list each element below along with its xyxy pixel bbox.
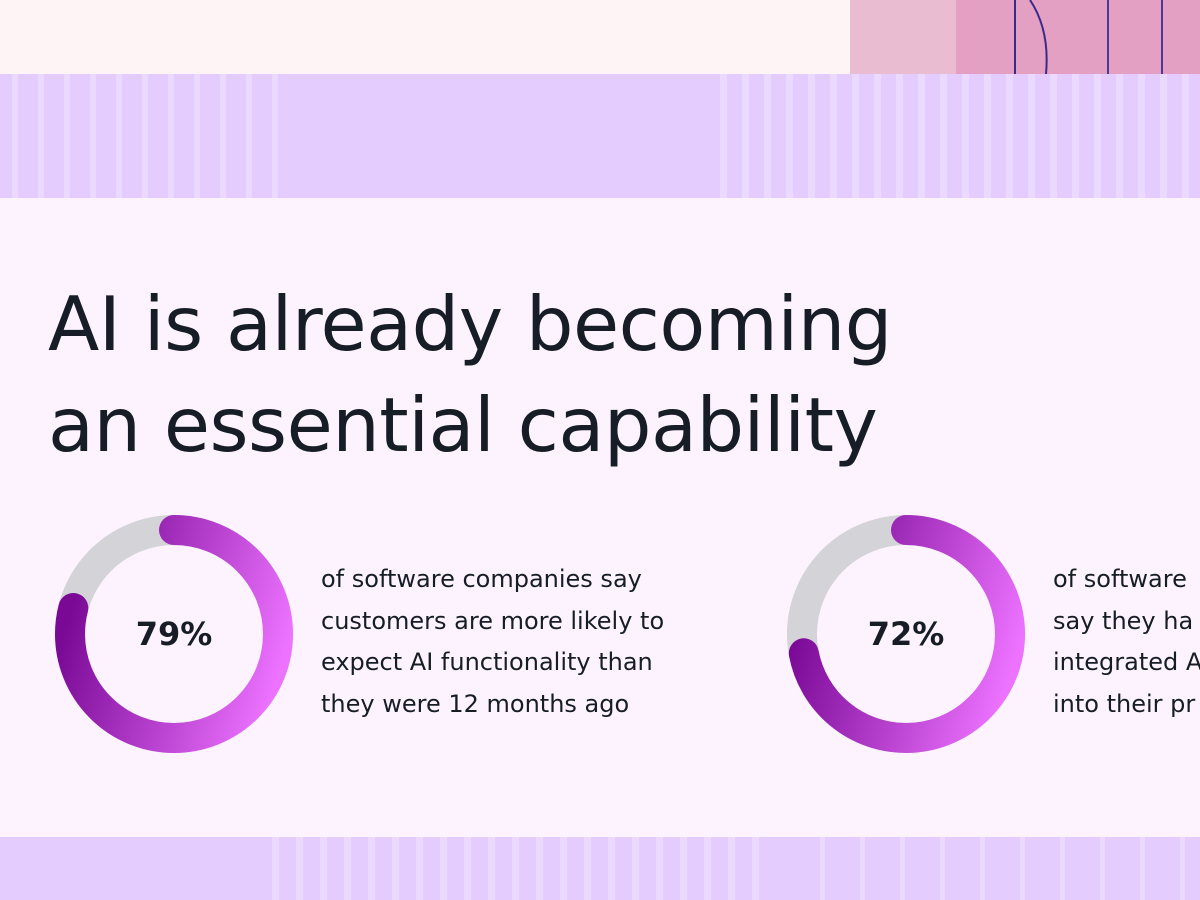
- stripe: [900, 837, 905, 900]
- stripe: [1140, 837, 1145, 900]
- stripe: [1020, 837, 1025, 900]
- stat-card-1: 79% of software companies say customers …: [54, 514, 734, 754]
- hero-image: [850, 0, 1200, 74]
- stripe: [416, 837, 423, 900]
- stat-description-1-line-3: expect AI functionality than: [321, 648, 653, 676]
- donut-arc-2: [787, 515, 1025, 753]
- headline-line-2: an essential capability: [48, 381, 878, 469]
- stripe: [368, 837, 375, 900]
- stripe: [440, 837, 447, 900]
- stripe: [320, 837, 327, 900]
- stripe: [852, 74, 859, 198]
- stripe: [1160, 74, 1167, 198]
- stripe: [560, 837, 567, 900]
- stripe: [392, 837, 399, 900]
- stripe: [1050, 74, 1057, 198]
- stripe: [1116, 74, 1123, 198]
- stripe: [680, 837, 687, 900]
- stripe: [64, 74, 70, 198]
- stripe: [38, 74, 44, 198]
- stripe: [940, 837, 945, 900]
- stripe: [1180, 837, 1185, 900]
- stripe: [656, 837, 663, 900]
- stripe: [874, 74, 881, 198]
- stripe: [142, 74, 148, 198]
- stripe: [272, 74, 278, 198]
- stripe: [246, 74, 252, 198]
- stripe: [984, 74, 991, 198]
- stat-description-2-line-2: say they ha: [1053, 606, 1194, 635]
- stripe: [1060, 837, 1065, 900]
- stripe: [512, 837, 519, 900]
- stripe: [12, 74, 18, 198]
- headline-line-1: AI is already becoming: [48, 280, 892, 368]
- stat-card-2: 72% of software say they ha integrated A…: [786, 514, 1200, 754]
- stats-section: AI is already becoming an essential capa…: [0, 198, 1200, 837]
- section-headline: AI is already becoming an essential capa…: [48, 274, 1048, 476]
- stripe: [90, 74, 96, 198]
- stripe: [962, 74, 969, 198]
- stripe: [752, 837, 759, 900]
- stripe: [632, 837, 639, 900]
- stripe: [918, 74, 925, 198]
- donut-chart-1: [55, 515, 293, 753]
- stat-description-2-line-4: into their pr: [1053, 689, 1196, 718]
- stat-description-1-line-4: they were 12 months ago: [321, 689, 630, 718]
- stripe: [1100, 837, 1105, 900]
- stripe: [272, 837, 279, 900]
- stripe: [220, 74, 226, 198]
- stat-description-1-line-1: of software companies say: [321, 565, 642, 593]
- stripe: [194, 74, 200, 198]
- stripe: [536, 837, 543, 900]
- stat-value-1: 79%: [135, 615, 213, 653]
- stripe: [116, 74, 122, 198]
- stripe: [1006, 74, 1013, 198]
- stripe: [742, 74, 749, 198]
- stripe: [1094, 74, 1101, 198]
- stripe: [608, 837, 615, 900]
- stripe: [860, 837, 865, 900]
- stripe: [296, 837, 303, 900]
- stripe: [1182, 74, 1189, 198]
- stripe: [830, 74, 837, 198]
- stripe: [720, 74, 727, 198]
- stripe: [808, 74, 815, 198]
- stat-description-2-line-1: of software: [1053, 565, 1187, 593]
- stat-value-2: 72%: [867, 615, 945, 653]
- stripe: [344, 837, 351, 900]
- stripe: [980, 837, 985, 900]
- stripe: [1072, 74, 1079, 198]
- stripe: [764, 74, 771, 198]
- stripe: [728, 837, 735, 900]
- stripe: [584, 837, 591, 900]
- stripe: [786, 74, 793, 198]
- stripe: [488, 837, 495, 900]
- stripe: [1028, 74, 1035, 198]
- stat-description-2: of software say they ha integrated A int…: [1053, 559, 1200, 725]
- stat-description-1-line-2: customers are more likely to: [321, 606, 665, 635]
- stripe: [1138, 74, 1145, 198]
- stripe: [940, 74, 947, 198]
- stripe: [704, 837, 711, 900]
- decorative-stripe-band-top: [0, 74, 1200, 198]
- decorative-stripe-band-bottom: [0, 837, 1200, 900]
- donut-chart-2: [787, 515, 1025, 753]
- stripe: [168, 74, 174, 198]
- donut-arc-1: [55, 515, 293, 753]
- stripe: [896, 74, 903, 198]
- stat-description-2-line-3: integrated A: [1053, 648, 1200, 676]
- stripe: [820, 837, 825, 900]
- stat-description-1: of software companies say customers are …: [321, 559, 721, 725]
- stripe: [464, 837, 471, 900]
